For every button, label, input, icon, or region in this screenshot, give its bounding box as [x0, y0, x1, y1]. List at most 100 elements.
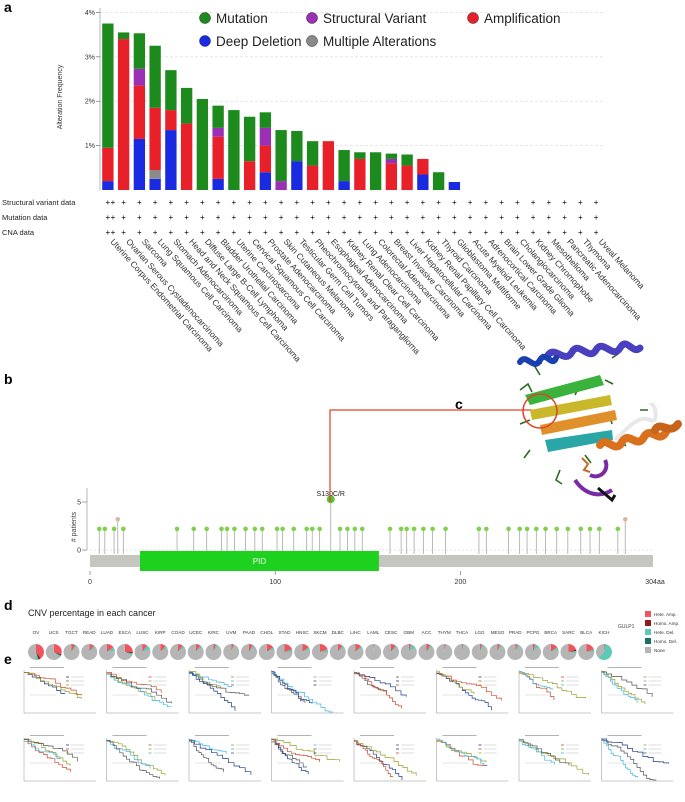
pie-slice	[426, 644, 433, 652]
cancer-label: KICH	[599, 630, 610, 635]
y-tick-label: 1%	[85, 143, 95, 150]
pie-slice	[365, 644, 382, 660]
lollipop-head	[517, 526, 522, 532]
km-tile-bg	[181, 733, 263, 791]
matrix-cell-symbol: +	[531, 213, 536, 222]
matrix-cell-symbol: +	[263, 213, 268, 222]
pie-slice	[515, 644, 520, 652]
pie-slice	[36, 644, 44, 659]
lollipop-head	[587, 526, 593, 532]
bar-segment-mutation	[102, 23, 114, 148]
bar-segment-mutation	[212, 105, 224, 128]
pie-slice	[550, 644, 558, 652]
km-curve	[189, 672, 236, 711]
km-curve	[106, 741, 166, 776]
cancer-label: THYM	[438, 630, 451, 635]
cancer-label: UCEC	[189, 630, 203, 635]
bar-segment-deep-deletion	[448, 182, 461, 190]
cancer-label: DLBC	[332, 630, 345, 635]
pie-slice	[71, 644, 76, 652]
lollipop-head	[317, 526, 322, 532]
lollipop-head	[506, 526, 511, 532]
pie-slice	[107, 644, 114, 652]
km-plot	[16, 665, 98, 723]
cancer-label: TGCT	[65, 630, 78, 635]
matrix-cell-symbol: +	[121, 228, 126, 237]
pie-slice	[391, 644, 396, 652]
pie-slice	[231, 644, 236, 652]
bar-segment-amplification	[417, 158, 429, 175]
pie-slice	[223, 644, 240, 661]
pie-slice	[276, 644, 293, 660]
matrix-cell-symbol: +	[562, 228, 567, 237]
pie-slice	[373, 644, 376, 652]
pie-slice	[284, 649, 293, 652]
bar-segment-mutation	[133, 33, 146, 69]
matrix-cell-symbol: +	[531, 228, 536, 237]
bar-segment-deep-deletion	[165, 130, 177, 190]
pie-slice	[542, 644, 559, 660]
pie-slice	[418, 644, 435, 660]
matrix-cell-symbol: +	[578, 228, 583, 237]
cancer-label: SARC	[562, 630, 575, 635]
matrix-cell-symbol: +	[263, 198, 268, 207]
matrix-cell-symbol: +	[295, 213, 300, 222]
km-curve	[189, 671, 232, 687]
matrix-cell-symbol: +	[121, 213, 126, 222]
km-curve	[519, 671, 554, 690]
km-plot	[428, 733, 511, 791]
matrix-cell-symbol: +	[499, 198, 504, 207]
legend-label: Amplification	[484, 11, 561, 26]
matrix-cell-symbol: +	[169, 198, 174, 207]
pie-slice	[266, 647, 275, 652]
bar-segment-mutation	[291, 130, 303, 162]
km-curve	[519, 672, 587, 699]
lollipop-head	[291, 526, 297, 532]
matrix-cell-symbol: +	[436, 228, 441, 237]
matrix-cell-symbol: +	[137, 213, 142, 222]
pie-slice	[178, 644, 183, 652]
legend-marker	[306, 35, 318, 47]
pie-slice	[284, 644, 293, 652]
legend-swatch	[645, 638, 651, 644]
lollipop-head	[387, 526, 393, 532]
bar-segment-mutation	[385, 153, 398, 159]
matrix-cell-symbol: +	[326, 213, 331, 222]
pie-slice	[53, 652, 62, 656]
pie-slice	[462, 644, 464, 652]
pie-slice	[195, 645, 203, 652]
legend-marker	[199, 35, 211, 47]
pie-slice	[187, 644, 204, 661]
matrix-cell-symbol: +	[232, 228, 237, 237]
bar-segment-structural-variant	[259, 127, 272, 146]
lollipop-head	[224, 526, 230, 532]
pie-slice	[152, 643, 169, 661]
bar-segment-deep-deletion	[212, 178, 224, 190]
matrix-cell-symbol: +	[121, 198, 126, 207]
matrix-cell-symbol: +	[169, 228, 174, 237]
km-plot	[98, 733, 181, 791]
matrix-row-label: Mutation data	[2, 213, 48, 222]
km-curve	[519, 740, 555, 765]
matrix-cell-symbol: +	[547, 228, 552, 237]
callout-line	[329, 409, 532, 502]
lollipop-head	[484, 526, 489, 532]
bar-segment-amplification	[306, 165, 319, 190]
km-curve	[106, 740, 160, 779]
bar-segment-mutation	[369, 152, 382, 190]
km-plot	[593, 665, 676, 723]
pie-slice	[426, 644, 431, 652]
cancer-label: COAD	[171, 630, 185, 635]
km-curve	[436, 738, 488, 766]
bar-segment-mutation	[306, 141, 319, 166]
legend-label: Deep Deletion	[216, 34, 302, 49]
pie-slice	[479, 644, 483, 652]
lollipop-head	[411, 526, 417, 532]
matrix-cell-symbol: +	[389, 198, 394, 207]
panel-label-e: e	[4, 651, 12, 667]
bar-segment-deep-deletion	[338, 181, 350, 190]
matrix-cell-symbol: +	[452, 213, 457, 222]
bar-segment-structural-variant	[385, 158, 398, 164]
legend-swatch	[645, 629, 651, 635]
km-plot	[98, 665, 181, 723]
